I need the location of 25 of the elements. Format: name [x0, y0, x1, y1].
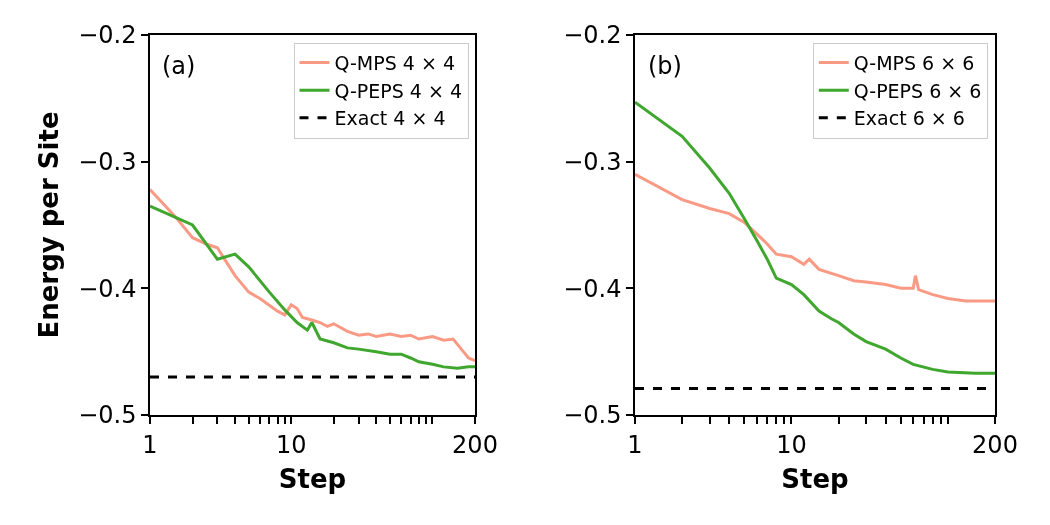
- x-tick-label: 1: [627, 430, 643, 459]
- legend-label: Q-PEPS 6 × 6: [853, 79, 982, 102]
- x-axis-title: Step: [781, 463, 849, 494]
- y-tick-label: −0.3: [78, 148, 137, 177]
- y-tick-label: −0.2: [78, 21, 137, 50]
- y-tick-label: −0.3: [563, 148, 622, 177]
- x-tick-label: 1: [142, 430, 158, 459]
- legend-label: Exact 4 × 4: [334, 107, 446, 130]
- legend-label: Q-PEPS 4 × 4: [334, 79, 463, 102]
- legend-label: Exact 6 × 6: [853, 107, 965, 130]
- x-tick-label: 200: [972, 430, 1018, 459]
- annotation: (b): [648, 52, 682, 80]
- x-tick-label: 10: [776, 430, 807, 459]
- annotation: (a): [162, 52, 196, 80]
- y-tick-label: −0.2: [563, 21, 622, 50]
- y-tick-label: −0.5: [563, 401, 622, 430]
- legend-label: Q-MPS 4 × 4: [334, 51, 455, 74]
- x-axis-title: Step: [278, 463, 347, 494]
- legend-label: Q-MPS 6 × 6: [853, 51, 975, 74]
- y-axis-title: Energy per Site: [34, 111, 65, 339]
- y-tick-label: −0.4: [78, 274, 137, 303]
- y-tick-label: −0.5: [78, 401, 137, 430]
- y-tick-label: −0.4: [563, 274, 622, 303]
- x-tick-label: 200: [452, 430, 498, 459]
- x-tick-label: 10: [275, 430, 307, 459]
